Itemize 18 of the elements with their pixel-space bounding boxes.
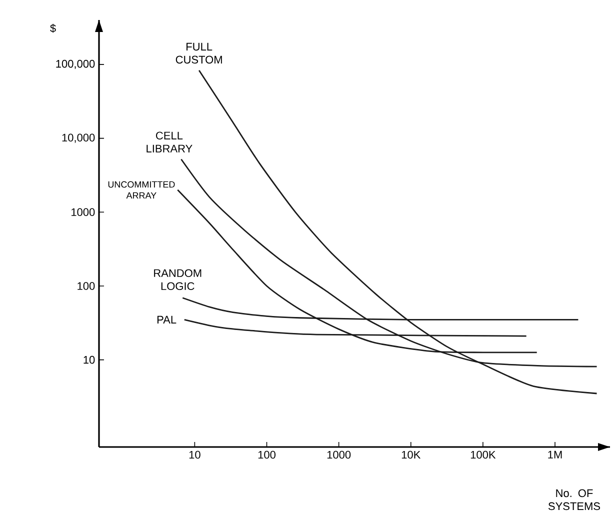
y-tick-label: 100,000 [56, 60, 95, 69]
series-label: FULL CUSTOM [176, 42, 222, 64]
series-label: CELL LIBRARY [146, 132, 192, 152]
y-tick-label: 1000 [72, 208, 95, 216]
x-tick-label: 1M [548, 450, 562, 458]
y-tick-label: 10 [84, 356, 95, 364]
x-axis-title: No. OF SYSTEMS [548, 489, 600, 510]
x-tick-label: 100 [258, 450, 276, 459]
x-tick-label: 10 [189, 450, 200, 459]
y-tick-label: 10,000 [62, 134, 95, 143]
x-tick-label: 10K [402, 450, 421, 459]
series-label: PAL [157, 316, 176, 324]
x-tick-label: 1000 [327, 450, 351, 459]
series-label: RANDOM LOGIC [154, 269, 202, 290]
y-axis-title: $ [50, 24, 56, 33]
x-tick-label: 100K [470, 450, 496, 459]
series-label: UNCOMMITTED ARRAY [108, 181, 175, 199]
y-tick-label: 100 [78, 282, 95, 290]
